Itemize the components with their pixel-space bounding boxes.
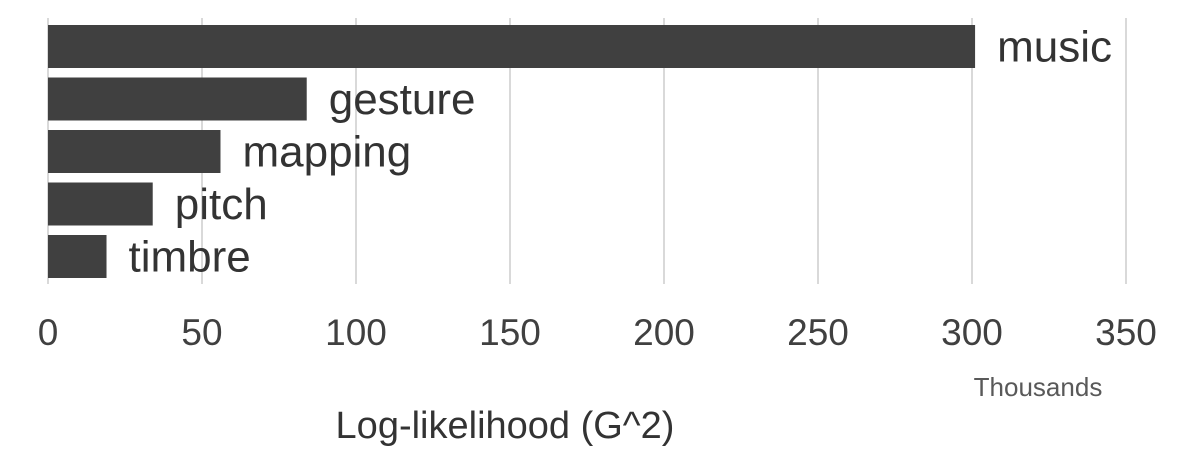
x-tick-label: 150 — [479, 312, 541, 353]
bars — [48, 25, 976, 278]
x-tick-label: 250 — [787, 312, 849, 353]
x-tick-labels: 0 50 100 150 200 250 300 350 — [38, 312, 1157, 353]
x-axis-title: Log-likelihood (G^2) — [336, 405, 675, 447]
units-label: Thousands — [974, 372, 1103, 402]
bar-label-pitch: pitch — [175, 180, 268, 229]
bar-label-music: music — [997, 23, 1112, 72]
bar-gesture — [48, 77, 307, 121]
x-tick-label: 50 — [181, 312, 222, 353]
x-tick-label: 0 — [38, 312, 59, 353]
bar-music — [48, 25, 976, 68]
x-tick-label: 100 — [325, 312, 387, 353]
bar-label-gesture: gesture — [329, 75, 476, 124]
bar-pitch — [48, 182, 153, 226]
bar-timbre — [48, 235, 107, 278]
x-tick-label: 300 — [941, 312, 1003, 353]
bar-label-timbre: timbre — [129, 233, 251, 282]
x-tick-label: 350 — [1095, 312, 1157, 353]
bar-label-mapping: mapping — [242, 128, 411, 177]
x-tick-label: 200 — [633, 312, 695, 353]
bar-mapping — [48, 130, 221, 173]
